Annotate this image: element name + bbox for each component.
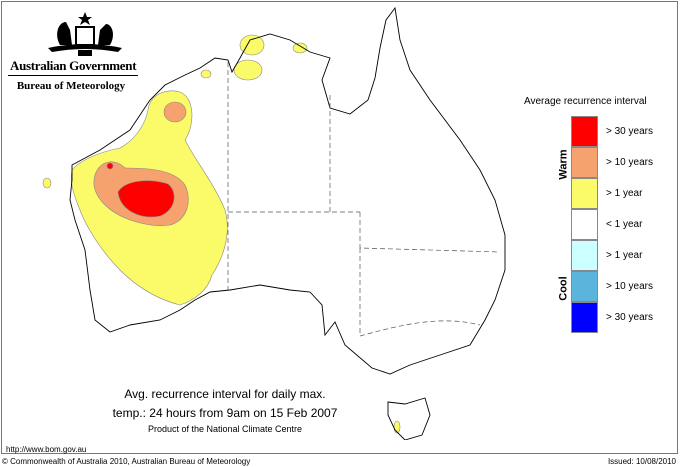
warm-label: Warm xyxy=(557,149,570,180)
government-name: Australian Government xyxy=(8,58,139,76)
legend-label: > 1 year xyxy=(606,188,643,199)
red-anomaly-regions xyxy=(106,162,175,218)
caption-line-2: temp.: 24 hours from 9am on 15 Feb 2007 xyxy=(112,406,338,420)
copyright-text: © Commonwealth of Australia 2010, Austra… xyxy=(2,457,251,466)
map-frame xyxy=(1,1,678,454)
issued-date: Issued: 10/08/2010 xyxy=(607,457,676,466)
website-link[interactable]: http://www.bom.gov.au xyxy=(6,445,87,454)
legend-swatch xyxy=(571,271,598,302)
legend-swatch xyxy=(571,302,598,333)
legend-label: > 10 years xyxy=(606,157,653,168)
legend-title: Average recurrence interval xyxy=(524,96,647,107)
legend-label: > 30 years xyxy=(606,312,653,323)
legend-label: > 10 years xyxy=(606,281,653,292)
legend-label: > 30 years xyxy=(606,126,653,137)
legend-swatch xyxy=(571,178,598,209)
legend-label: < 1 year xyxy=(606,219,643,230)
australia-coastline xyxy=(69,6,506,375)
agency-name: Bureau of Meteorology xyxy=(16,80,126,92)
legend-swatch xyxy=(571,116,598,147)
legend-swatch xyxy=(571,209,598,240)
cool-label: Cool xyxy=(557,276,570,301)
state-borders xyxy=(227,62,501,337)
legend-swatch xyxy=(571,240,598,271)
legend-label: > 1 year xyxy=(606,250,643,261)
coat-of-arms-logo xyxy=(48,12,122,56)
caption-line-3: Product of the National Climate Centre xyxy=(147,424,303,434)
caption-line-1: Avg. recurrence interval for daily max. xyxy=(124,387,326,401)
australia-map xyxy=(42,6,506,440)
tasmania-coastline xyxy=(387,397,431,440)
legend-swatch xyxy=(571,147,598,178)
yellow-anomaly-regions xyxy=(42,34,401,434)
